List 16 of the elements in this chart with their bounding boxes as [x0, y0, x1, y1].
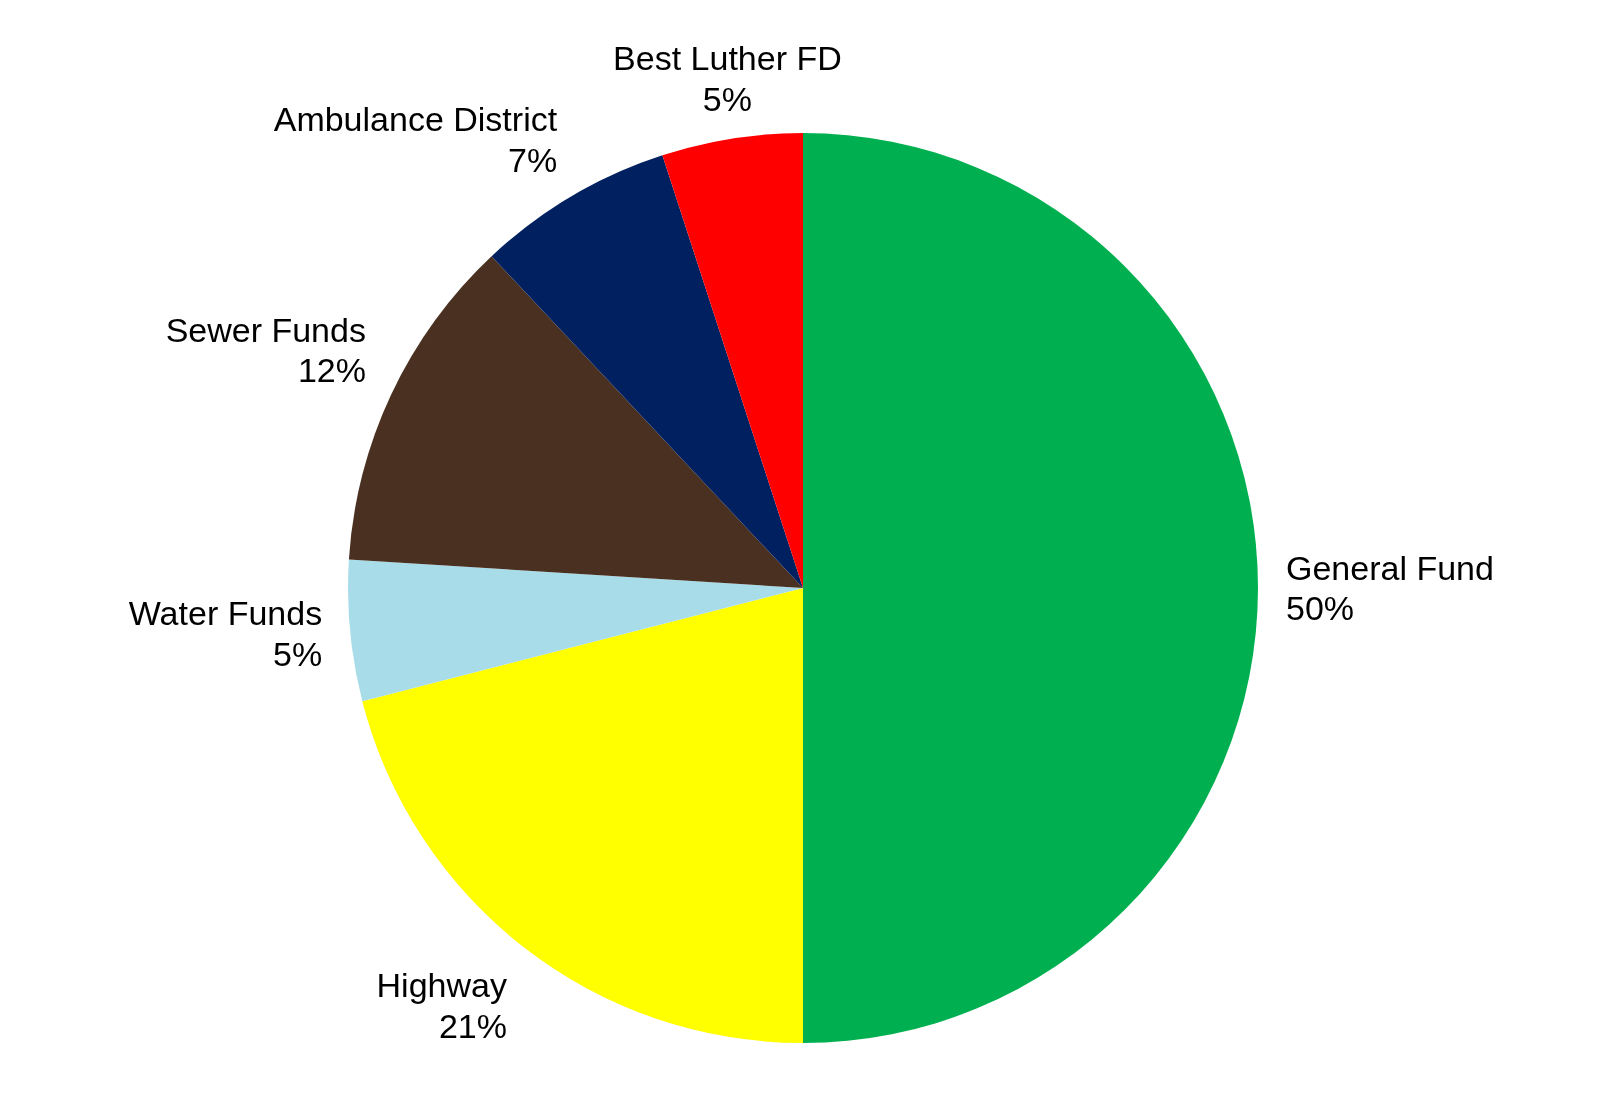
pie-slice	[362, 588, 803, 1043]
data-label: 50%	[1286, 589, 1355, 628]
pie-slice	[803, 133, 1258, 1043]
data-label: 5%	[273, 634, 323, 673]
data-label: 21%	[438, 1006, 507, 1045]
slice-label: Ambulance District	[273, 100, 558, 139]
data-label: 12%	[297, 351, 366, 390]
data-label: 7%	[507, 141, 558, 180]
slice-label: Water Funds	[128, 593, 323, 632]
data-label: 5%	[702, 79, 753, 118]
slice-label: Best Luther FD	[613, 39, 842, 78]
slice-label: General Fund	[1286, 548, 1494, 587]
pie-slice	[348, 559, 803, 702]
pie-slice	[662, 133, 803, 588]
slice-label: Sewer Funds	[165, 310, 366, 349]
slice-label: Highway	[376, 965, 507, 1004]
